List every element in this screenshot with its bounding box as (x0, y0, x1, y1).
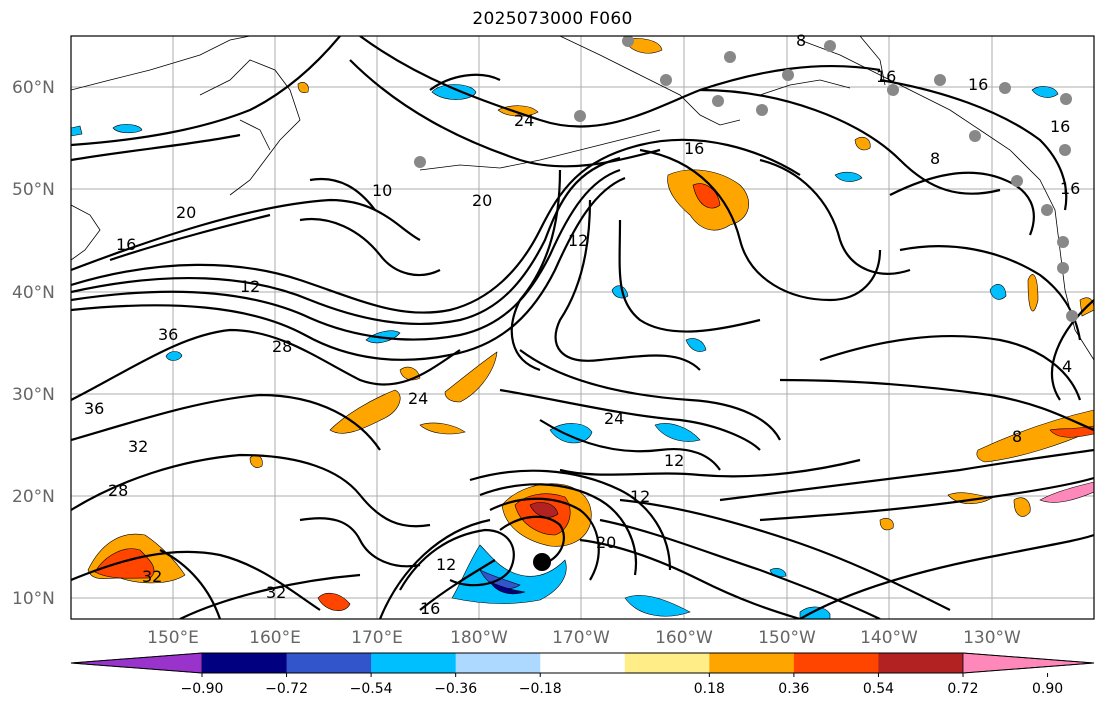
lat-label: 30°N (12, 385, 55, 405)
lat-label: 20°N (12, 487, 55, 507)
lon-label: 180°W (450, 628, 508, 648)
contour-label: 8 (1012, 427, 1022, 446)
contour-label: 12 (436, 555, 456, 574)
colorbar-tick-label: 0.90 (1032, 681, 1063, 697)
contour-label: 16 (684, 139, 704, 158)
contour-label: 32 (142, 567, 162, 586)
contour-label: 12 (568, 231, 588, 250)
contour-label: 24 (604, 409, 624, 428)
colorbar-segment (624, 653, 710, 673)
contour-label: 36 (158, 325, 178, 344)
contour-label: 12 (630, 487, 650, 506)
contour-label: 36 (84, 399, 104, 418)
contour-label: 12 (664, 451, 684, 470)
colorbar-segment (371, 653, 457, 673)
colorbar-segments (70, 652, 1095, 674)
colorbar-segment (709, 653, 795, 673)
lon-label: 150°E (147, 628, 199, 648)
lat-label: 50°N (12, 180, 55, 200)
lat-label: 40°N (12, 283, 55, 303)
contour-label: 8 (796, 31, 806, 50)
colorbar-segment (202, 653, 288, 673)
lon-label: 140°W (860, 628, 918, 648)
contour-label: 24 (408, 389, 428, 408)
contour-labels: 20 16 12 28 36 36 32 28 32 24 24 12 12 2… (84, 31, 1080, 618)
colorbar-segment (455, 653, 541, 673)
colorbar-tick-label: −0.36 (434, 681, 477, 697)
colorbar-tick-label: −0.54 (350, 681, 393, 697)
lon-label: 170°W (552, 628, 610, 648)
contour-label: 8 (930, 149, 940, 168)
contour-label: 28 (108, 481, 128, 500)
colorbar: −0.90 −0.72 −0.54 −0.36 −0.18 0.18 0.36 0.54 0.7… (70, 652, 1095, 697)
colorbar-ticks: −0.90 −0.72 −0.54 −0.36 −0.18 0.18 0.36 0.54 0.7… (181, 673, 1063, 697)
contour-label: 16 (968, 75, 988, 94)
lon-label: 170°E (351, 628, 403, 648)
contour-label: 16 (1060, 179, 1080, 198)
contour-label: 16 (1050, 117, 1070, 136)
station-markers (414, 36, 1078, 322)
contour-label: 16 (116, 235, 136, 254)
contour-label: 16 (420, 599, 440, 618)
contour-label: 24 (514, 111, 534, 130)
map-frame (70, 35, 1095, 620)
colorbar-segment (286, 653, 372, 673)
contour-label: 20 (596, 533, 616, 552)
contour-label: 20 (176, 203, 196, 222)
colorbar-arrow-right (962, 652, 1095, 674)
map-title: 2025073000 F060 (472, 9, 633, 29)
contour-label: 12 (240, 277, 260, 296)
positive-shading (87, 38, 1094, 611)
contour-label: 32 (128, 437, 148, 456)
colorbar-segment (793, 653, 879, 673)
contour-label: 28 (272, 337, 292, 356)
lon-label: 160°W (655, 628, 713, 648)
colorbar-tick-label: 0.72 (947, 681, 978, 697)
longitude-labels: 150°E 160°E 170°E 180°W 170°W 160°W 150°… (147, 628, 1021, 648)
colorbar-tick-label: −0.72 (265, 681, 308, 697)
colorbar-segment (878, 653, 964, 673)
colorbar-tick-label: 0.36 (778, 681, 809, 697)
storm-center-marker (533, 553, 551, 571)
colorbar-tick-label: −0.18 (519, 681, 562, 697)
colorbar-segment (540, 653, 626, 673)
lat-label: 60°N (12, 78, 55, 98)
contour-label: 4 (1062, 357, 1072, 376)
latitude-labels: 60°N 50°N 40°N 30°N 20°N 10°N (12, 78, 55, 609)
lon-label: 150°W (758, 628, 816, 648)
colorbar-arrow-left (70, 652, 203, 674)
colorbar-tick-label: 0.54 (863, 681, 894, 697)
contour-label: 10 (372, 181, 392, 200)
colorbar-tick-label: −0.90 (181, 681, 224, 697)
lon-label: 160°E (249, 628, 301, 648)
contour-label: 20 (472, 191, 492, 210)
colorbar-tick-label: 0.18 (694, 681, 725, 697)
coastlines (71, 36, 1094, 361)
contour-lines (71, 36, 1094, 619)
lat-label: 10°N (12, 589, 55, 609)
contour-label: 16 (876, 67, 896, 86)
lon-label: 130°W (963, 628, 1021, 648)
contour-label: 32 (266, 583, 286, 602)
